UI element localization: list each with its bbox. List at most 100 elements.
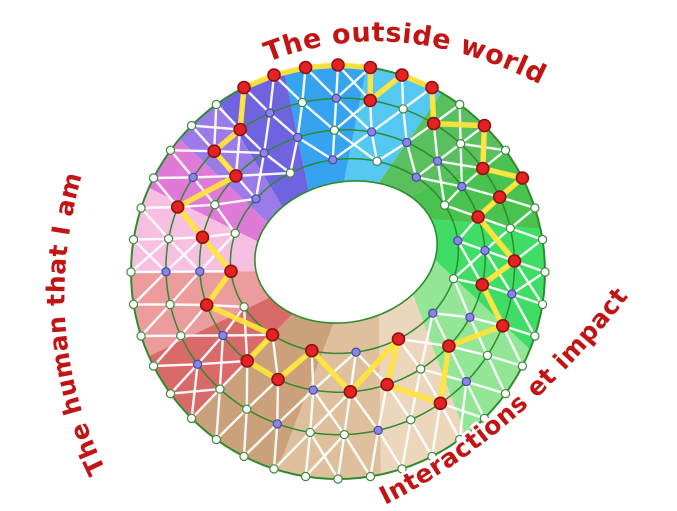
node-r1-9 [507,289,517,299]
mesh-line [333,99,371,132]
mesh-line [132,270,167,306]
mesh-line [332,130,373,161]
node-r1-23 [165,299,175,310]
node-r1-2 [398,104,408,114]
mesh-line [377,384,389,431]
sector-green-med [378,92,506,197]
mesh-line [152,334,182,367]
sector-tan-brown [191,313,334,470]
mesh-line [511,292,543,306]
node-r0-17 [427,451,437,462]
node-r3-0 [328,155,338,165]
node-r0-19 [365,471,376,482]
mesh-line [170,149,215,153]
mesh-line [140,207,170,240]
node-r2-12 [343,384,358,399]
label-human-that-i-am-text: The human that I am [38,166,113,483]
mesh-line [235,171,291,178]
mesh-line [487,354,523,368]
node-r1-31 [297,97,307,108]
node-r0-13 [517,361,528,371]
mesh-line [153,363,198,368]
node-r2-19 [195,230,210,245]
node-r0-34 [165,145,176,155]
torus-hole [254,180,438,324]
mesh-line [398,337,450,348]
node-r1-27 [188,172,198,183]
node-r0-33 [148,173,159,183]
mesh-line [501,325,524,367]
mesh-line [309,390,352,434]
mesh-line [140,303,171,337]
mesh-line [377,429,404,470]
node-r0-27 [148,361,159,371]
node-r0-24 [211,434,221,445]
node-r1-14 [406,415,416,425]
node-r1-17 [305,427,315,438]
mesh-line [439,402,461,441]
node-r0-0 [331,58,345,72]
mesh-line [436,142,462,163]
mesh-line [221,306,246,337]
node-r2-20 [210,199,220,210]
node-r2-13 [308,385,318,395]
node-r0-30 [126,267,136,277]
node-r0-9 [537,234,548,245]
mesh-line [215,389,222,440]
node-r1-10 [495,318,510,333]
mesh-line [331,130,336,160]
mesh-line [297,136,334,161]
mesh-line [333,98,338,131]
node-r3-4 [453,235,463,246]
node-r2-17 [199,298,214,312]
mesh-line [304,66,338,100]
node-r0-11 [537,299,548,310]
mesh-line [432,312,471,319]
node-r2-16 [218,330,228,341]
mesh-line [170,387,221,395]
node-r2-15 [240,354,254,368]
node-r3-9 [304,343,319,358]
mesh-line [409,419,434,458]
mesh-line [222,333,273,337]
node-r3-11 [239,302,249,312]
node-r0-26 [165,389,176,399]
node-r1-16 [339,429,349,440]
node-r0-2 [395,68,409,82]
node-r1-1 [363,93,378,108]
node-r0-22 [269,464,279,474]
mesh-line [457,239,486,252]
node-r1-24 [161,267,171,277]
mesh-line [486,354,507,395]
node-r2-3 [432,156,443,166]
node-r0-39 [298,60,313,75]
node-r1-30 [265,108,275,118]
node-r1-4 [455,138,466,149]
mesh-line [272,423,279,469]
mesh-line [402,108,408,143]
node-r1-0 [331,93,341,103]
node-r2-7 [475,277,490,292]
mesh-line [243,423,279,458]
node-r0-3 [425,80,439,95]
node-r0-8 [530,203,540,213]
mesh-line [213,204,237,234]
mesh-line [214,197,257,206]
mesh-line [510,293,536,337]
node-r3-10 [265,327,280,342]
node-r3-12 [224,264,238,279]
node-r2-2 [402,137,412,148]
mesh-line [437,159,483,170]
node-r1-15 [373,425,383,435]
mesh-line [133,237,169,241]
mesh-line [273,431,312,470]
node-r1-5 [475,161,490,176]
node-r2-23 [293,132,303,143]
node-r1-11 [482,350,493,361]
node-r3-7 [391,332,406,346]
node-r0-37 [237,80,251,95]
mesh-line [304,433,346,478]
highlight-route [174,62,526,407]
